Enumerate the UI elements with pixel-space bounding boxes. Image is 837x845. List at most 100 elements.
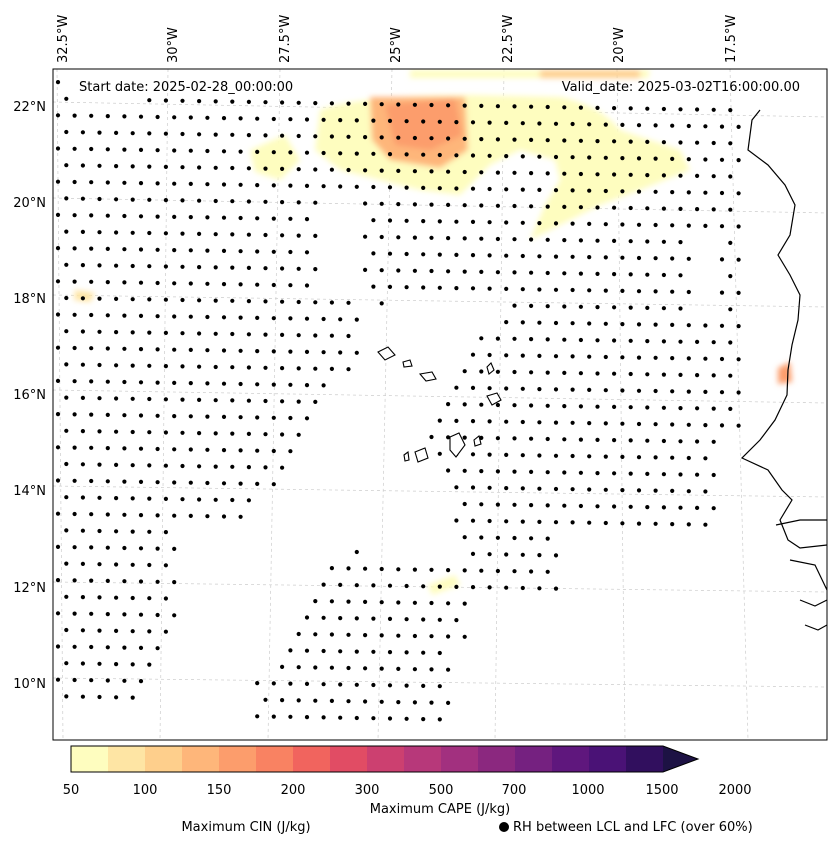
rh-dot [470, 153, 476, 158]
colorbar-ticks: 50 100 150 200 300 500 700 1000 1500 200… [63, 783, 752, 798]
rh-dot [612, 504, 617, 509]
rh-dot [728, 174, 733, 179]
lon-label: 30°W [166, 27, 181, 63]
rh-dot [412, 235, 417, 240]
rh-dot [487, 186, 492, 192]
rh-dot [246, 498, 251, 503]
rh-dot [437, 617, 442, 622]
rh-dot [313, 665, 318, 670]
rh-dot [479, 336, 484, 341]
rh-dot [221, 514, 227, 519]
rh-dot [271, 349, 276, 354]
rh-dot [504, 552, 509, 557]
rh-dot [429, 202, 434, 207]
rh-dot [479, 502, 484, 507]
rh-dot [628, 405, 633, 410]
rh-dot [304, 349, 310, 354]
rh-dot [238, 116, 243, 121]
rh-dot [628, 139, 633, 144]
rh-dot [280, 432, 285, 437]
rh-dot [595, 305, 600, 310]
longitude-labels: 32.5°W 30°W 27.5°W 25°W 22.5°W 20°W 17.5… [56, 15, 739, 63]
rh-dot [255, 714, 260, 719]
rh-dot [545, 470, 550, 475]
rh-dot [545, 370, 550, 375]
rh-dot [338, 616, 343, 621]
rh-dot [495, 369, 500, 374]
rh-dot [462, 136, 467, 141]
rh-dot [529, 337, 534, 342]
rh-dot [437, 186, 442, 191]
rh-dot [55, 478, 61, 483]
rh-dot [180, 231, 185, 236]
rh-dot [520, 486, 525, 491]
rh-dot [512, 137, 517, 142]
rh-dot [280, 233, 285, 238]
rh-dot [271, 116, 276, 122]
rh-dot [64, 461, 69, 467]
rh-dot [321, 582, 326, 587]
rh-dot [255, 681, 260, 686]
rh-dot [479, 402, 484, 407]
rh-dot [313, 399, 318, 404]
rh-dot [97, 628, 102, 633]
rh-dot [437, 584, 442, 589]
rh-dot [172, 513, 177, 518]
rh-dot [678, 206, 683, 211]
rh-dot [661, 438, 667, 444]
rh-dot [512, 104, 517, 109]
rh-dot [454, 584, 459, 590]
rh-dot [512, 369, 517, 375]
rh-dot [147, 197, 152, 202]
rh-dot [446, 667, 451, 672]
rh-dot [130, 429, 135, 435]
rh-dot [462, 103, 467, 108]
colorbar-tick: 300 [355, 783, 380, 798]
rh-dot [404, 683, 409, 688]
rh-dot [728, 373, 733, 378]
rh-dot [114, 662, 119, 667]
rh-dot [512, 569, 517, 574]
rh-dot [147, 230, 152, 236]
rh-dot [462, 236, 467, 241]
rh-dot [329, 599, 334, 604]
rh-dot [155, 114, 160, 120]
rh-dot [288, 117, 293, 122]
rh-dot [545, 436, 550, 442]
rh-dot [603, 421, 608, 426]
rh-dot [512, 502, 517, 507]
rh-dot [89, 611, 94, 616]
rh-dot [80, 263, 85, 268]
rh-dot [529, 536, 534, 541]
rh-dot [487, 352, 492, 358]
rh-dot [263, 398, 268, 404]
islands [377, 346, 502, 463]
rh-dot [454, 518, 459, 523]
rh-dot [346, 101, 351, 106]
rh-dot [329, 300, 334, 305]
rh-dot [504, 120, 509, 125]
rh-dot [147, 297, 152, 302]
rh-dot [437, 717, 442, 722]
rh-dot [678, 173, 683, 178]
rh-dot [138, 546, 144, 551]
rh-dot [512, 469, 517, 474]
rh-dot [346, 599, 351, 604]
rh-dot [437, 650, 442, 656]
rh-dot [437, 119, 442, 124]
rh-dot [246, 398, 251, 403]
rh-dot [363, 168, 368, 173]
rh-dot [138, 579, 144, 584]
rh-dot [138, 612, 144, 617]
rh-dot [479, 535, 484, 540]
rh-dot [213, 165, 218, 170]
rh-dot [64, 163, 69, 168]
rh-dot [371, 251, 376, 256]
rh-dot [197, 165, 202, 170]
rh-dot [570, 221, 575, 226]
rh-dot [288, 382, 293, 387]
rh-dot [678, 406, 683, 411]
rh-dot [304, 217, 310, 222]
rh-dot [387, 284, 393, 289]
rh-dot [603, 520, 608, 526]
